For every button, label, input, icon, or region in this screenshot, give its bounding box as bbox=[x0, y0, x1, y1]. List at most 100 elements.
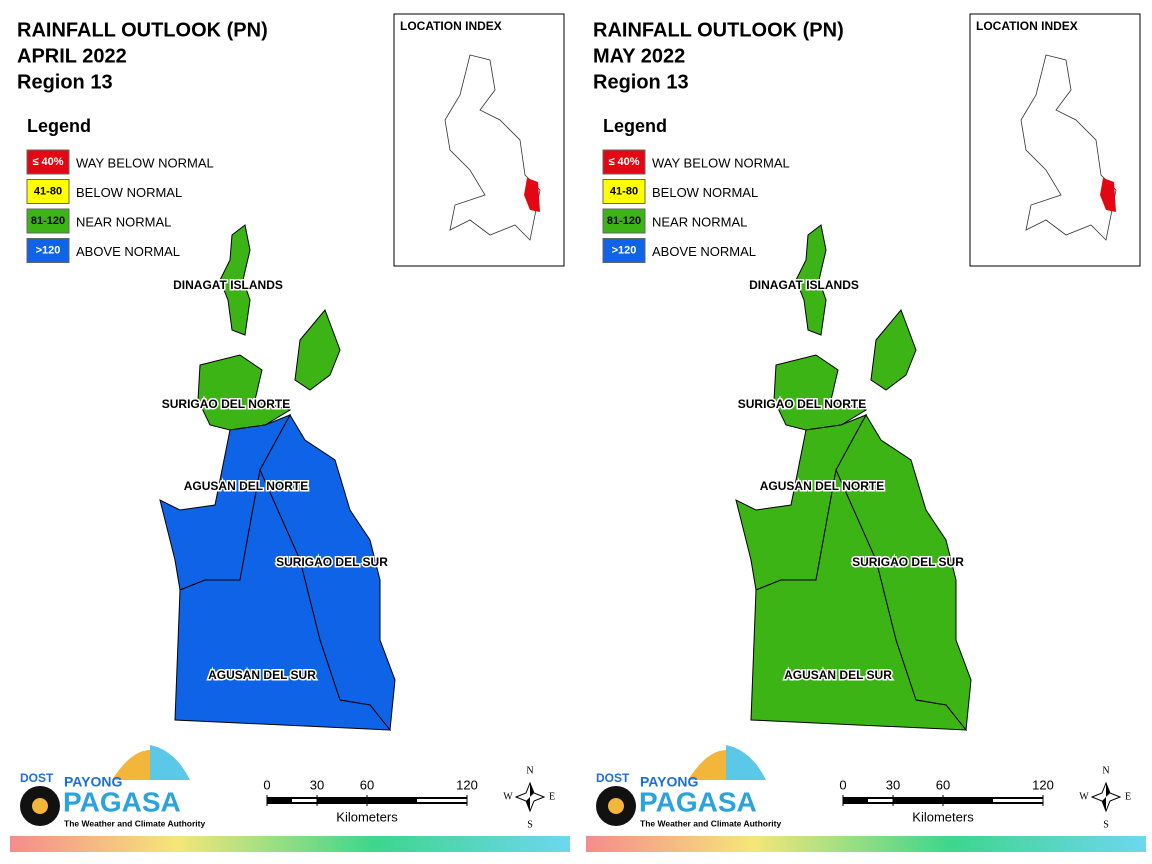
legend-swatch-label: >120 bbox=[612, 244, 637, 256]
legend-label: ABOVE NORMAL bbox=[652, 244, 756, 259]
scale-tick-label: 0 bbox=[839, 777, 846, 792]
legend-swatch-label: ≤ 40% bbox=[32, 156, 63, 168]
legend-swatch-label: 81-120 bbox=[31, 215, 65, 227]
province-area bbox=[174, 468, 392, 731]
title-line: Region 13 bbox=[593, 71, 689, 93]
province-area bbox=[870, 309, 917, 391]
philippines-outline bbox=[1020, 54, 1117, 241]
logo-tagline: The Weather and Climate Authority bbox=[64, 818, 205, 828]
legend-label: ABOVE NORMAL bbox=[76, 244, 180, 259]
legend-swatch bbox=[602, 208, 646, 234]
scale-tick-label: 120 bbox=[456, 777, 478, 792]
legend-swatch bbox=[26, 208, 70, 234]
region-highlight bbox=[1100, 178, 1116, 212]
province-label: SURIGAO DEL SUR bbox=[852, 555, 964, 569]
compass-letter: W bbox=[1079, 791, 1089, 802]
province-area bbox=[795, 224, 827, 336]
compass-rose bbox=[516, 783, 534, 811]
location-index-title: LOCATION INDEX bbox=[976, 19, 1078, 33]
scale-segment bbox=[342, 799, 367, 802]
legend-swatch-label: 81-120 bbox=[607, 215, 641, 227]
province-area bbox=[197, 354, 292, 431]
logo-seal bbox=[608, 798, 624, 814]
compass-letter: N bbox=[1102, 765, 1109, 776]
legend-label: BELOW NORMAL bbox=[76, 185, 182, 200]
logo-umbrella bbox=[726, 745, 766, 780]
logo-brand-top: PAYONG bbox=[640, 774, 698, 790]
title-line: Region 13 bbox=[17, 71, 113, 93]
legend-swatch-label: 41-80 bbox=[610, 185, 638, 197]
legend-label: BELOW NORMAL bbox=[652, 185, 758, 200]
compass-letter: S bbox=[527, 819, 533, 830]
scale-segment bbox=[993, 799, 1043, 802]
region-highlight bbox=[524, 178, 540, 212]
province-label: DINAGAT ISLANDS bbox=[173, 278, 283, 292]
scale-unit: Kilometers bbox=[912, 809, 974, 824]
title-line: APRIL 2022 bbox=[17, 45, 127, 67]
logo-brand-top: PAYONG bbox=[64, 774, 122, 790]
province-label: SURIGAO DEL SUR bbox=[276, 555, 388, 569]
scale-segment bbox=[868, 799, 893, 802]
logo-agency: DOST bbox=[20, 771, 54, 785]
scale-tick-label: 60 bbox=[360, 777, 374, 792]
compass-letter: S bbox=[1103, 819, 1109, 830]
legend-title: Legend bbox=[603, 116, 667, 136]
compass-letter: E bbox=[549, 791, 555, 802]
legend-swatch-label: ≤ 40% bbox=[608, 156, 639, 168]
legend-label: NEAR NORMAL bbox=[652, 214, 747, 229]
scale-segment bbox=[918, 799, 943, 802]
compass-rose bbox=[1092, 783, 1110, 811]
legend-swatch-label: >120 bbox=[36, 244, 61, 256]
legend-label: WAY BELOW NORMAL bbox=[652, 155, 790, 170]
province-area bbox=[773, 354, 868, 431]
legend-swatch bbox=[602, 238, 646, 263]
scale-tick-label: 30 bbox=[886, 777, 900, 792]
compass-letter: N bbox=[526, 765, 533, 776]
legend-label: NEAR NORMAL bbox=[76, 214, 171, 229]
legend-swatch-label: 41-80 bbox=[34, 185, 62, 197]
legend-swatch bbox=[26, 179, 70, 204]
footer-band bbox=[10, 836, 570, 852]
province-label: AGUSAN DEL SUR bbox=[208, 668, 316, 682]
legend-swatch bbox=[26, 238, 70, 263]
scale-tick-label: 60 bbox=[936, 777, 950, 792]
province-label: SURIGAO DEL NORTE bbox=[162, 397, 290, 411]
logo-brand: PAGASA bbox=[639, 786, 757, 817]
scale-unit: Kilometers bbox=[336, 809, 398, 824]
logo-tagline: The Weather and Climate Authority bbox=[640, 818, 781, 828]
title-line: MAY 2022 bbox=[593, 45, 685, 67]
legend-title: Legend bbox=[27, 116, 91, 136]
compass-letter: W bbox=[503, 791, 513, 802]
title-line: RAINFALL OUTLOOK (PN) bbox=[17, 19, 268, 41]
footer-band bbox=[586, 836, 1146, 852]
logo-agency: DOST bbox=[596, 771, 630, 785]
scale-tick-label: 30 bbox=[310, 777, 324, 792]
outlook-panel: RAINFALL OUTLOOK (PN) APRIL 2022 Region 13… bbox=[10, 13, 570, 852]
province-label: DINAGAT ISLANDS bbox=[749, 278, 859, 292]
province-label: AGUSAN DEL NORTE bbox=[760, 479, 884, 493]
province-label: AGUSAN DEL SUR bbox=[784, 668, 892, 682]
scale-tick-label: 120 bbox=[1032, 777, 1054, 792]
legend-label: WAY BELOW NORMAL bbox=[76, 155, 214, 170]
province-label: AGUSAN DEL NORTE bbox=[184, 479, 308, 493]
logo-umbrella bbox=[150, 745, 190, 780]
outlook-panel: RAINFALL OUTLOOK (PN) MAY 2022 Region 13 Le… bbox=[586, 13, 1146, 852]
compass-letter: E bbox=[1125, 791, 1131, 802]
location-index-title: LOCATION INDEX bbox=[400, 19, 502, 33]
legend-swatch bbox=[602, 179, 646, 204]
philippines-outline bbox=[444, 54, 541, 241]
logo-brand: PAGASA bbox=[63, 786, 181, 817]
legend-swatch bbox=[602, 149, 646, 175]
logo-seal bbox=[32, 798, 48, 814]
legend-swatch bbox=[26, 149, 70, 175]
province-area bbox=[294, 309, 341, 391]
province-area bbox=[750, 468, 968, 731]
scale-segment bbox=[417, 799, 467, 802]
province-label: SURIGAO DEL NORTE bbox=[738, 397, 866, 411]
title-line: RAINFALL OUTLOOK (PN) bbox=[593, 19, 844, 41]
province-area bbox=[219, 224, 251, 336]
scale-tick-label: 0 bbox=[263, 777, 270, 792]
scale-segment bbox=[292, 799, 317, 802]
